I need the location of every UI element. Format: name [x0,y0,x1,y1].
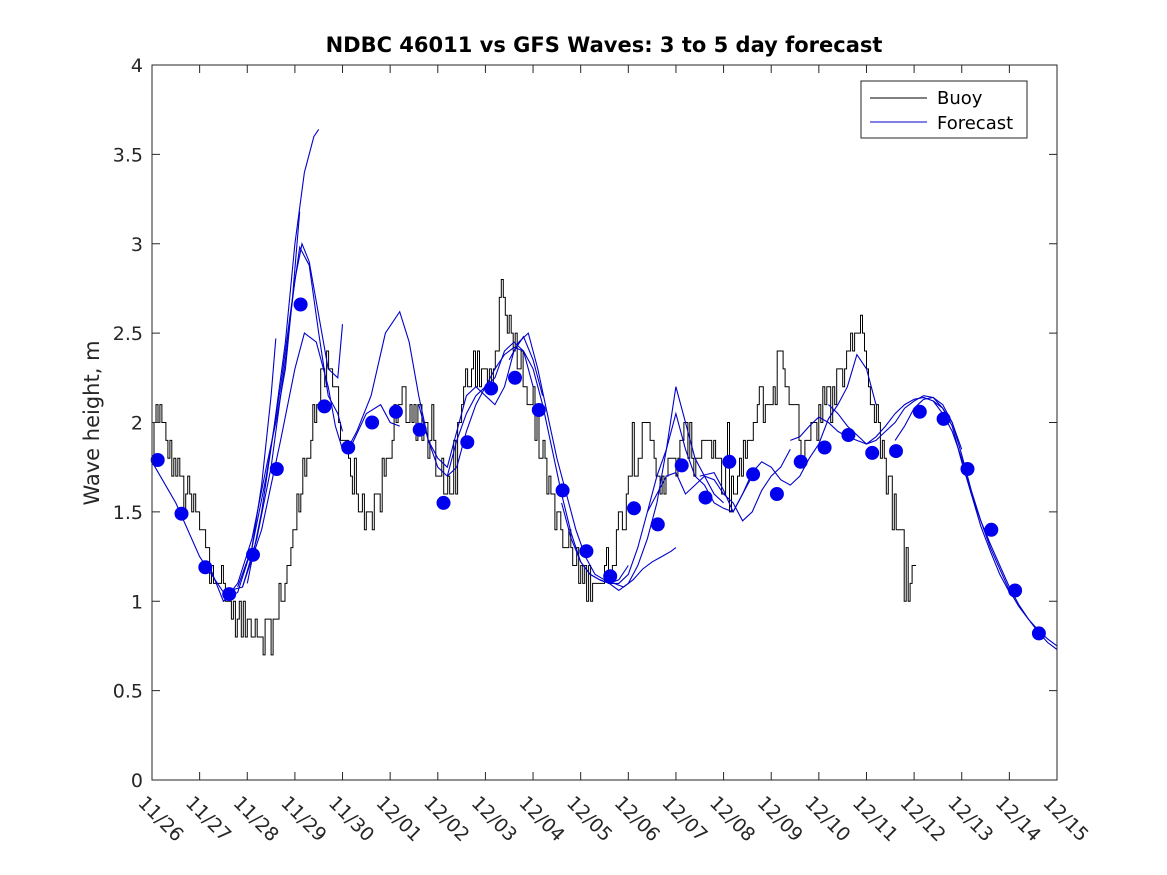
forecast-curve-1 [151,332,400,593]
forecast-curve-5 [222,211,301,602]
forecast-marker [1008,583,1023,598]
forecast-marker [746,467,761,482]
forecast-curve-11 [561,386,724,592]
forecast-marker [436,495,451,510]
forecast-marker [484,381,499,396]
forecast-curve-3 [241,241,344,588]
forecast-marker [817,440,832,455]
forecast-marker [555,483,570,498]
forecast-marker [531,403,546,417]
forecast-marker [246,547,260,562]
forecast-marker [365,415,380,430]
forecast-curve-4 [246,129,320,584]
forecast-marker [579,544,594,559]
y-tick-label: 1.5 [113,502,143,524]
forecast-marker [222,587,237,602]
forecast-marker [889,444,903,459]
forecast-marker [793,454,808,469]
forecast-marker [603,569,618,584]
y-axis-label: Wave height, m [80,340,104,505]
chart-title: NDBC 46011 vs GFS Waves: 3 to 5 day fore… [326,33,883,57]
y-tick-label: 1 [131,591,143,613]
forecast-marker [1031,626,1046,641]
forecast-curve-13 [646,449,791,522]
forecast-marker [150,453,165,467]
y-tick-label: 3.5 [113,144,143,166]
y-tick-label: 0.5 [113,681,143,703]
y-tick-label: 0 [131,770,143,792]
forecast-marker [769,487,784,501]
forecast-curve-6 [208,338,277,603]
y-tick-label: 3 [131,234,143,256]
y-tick-label: 2.5 [113,323,143,345]
forecast-marker [460,435,475,450]
forecast-marker [865,445,880,460]
forecast-marker [912,404,927,419]
forecast-marker [627,501,641,516]
forecast-marker [508,370,522,385]
legend-box [860,80,1028,139]
forecast-marker [698,490,713,505]
forecast-marker [960,462,975,476]
forecast-marker [174,506,189,521]
legend-buoy-label: Buoy [937,88,983,109]
forecast-marker [674,458,689,473]
forecast-marker [984,522,999,537]
forecast-marker [269,462,284,476]
forecast-marker [317,399,332,414]
forecast-marker [388,404,403,419]
forecast-marker [198,560,213,575]
forecast-marker [412,422,427,437]
forecast-curve-12 [599,411,753,584]
forecast-marker [650,517,665,532]
forecast-marker [936,411,951,426]
legend: Buoy Forecast [860,80,1028,139]
forecast-marker [841,428,856,442]
forecast-curve-16 [828,396,1010,593]
forecast-marker [341,440,356,455]
buoy-series-line [152,279,917,656]
forecast-marker [293,297,308,312]
y-tick-label: 4 [131,55,143,77]
forecast-curve-10 [508,332,677,588]
forecast-curve-2 [237,245,344,588]
y-tick-label: 2 [131,413,143,435]
plot-layer [150,129,1058,656]
legend-forecast-label: Forecast [937,113,1013,134]
forecast-marker [722,454,737,469]
forecast-curve-14 [699,353,877,514]
